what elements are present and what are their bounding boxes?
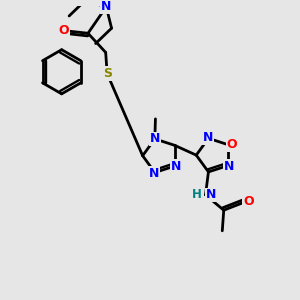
Text: N: N	[206, 188, 216, 201]
Text: N: N	[150, 132, 160, 146]
Text: H: H	[192, 188, 202, 201]
Text: N: N	[148, 167, 159, 180]
Text: N: N	[171, 160, 181, 173]
Text: N: N	[224, 160, 235, 172]
Text: S: S	[103, 67, 112, 80]
Text: N: N	[203, 131, 213, 144]
Text: O: O	[243, 196, 254, 208]
Text: O: O	[58, 24, 69, 38]
Text: O: O	[227, 138, 237, 151]
Text: N: N	[101, 0, 111, 13]
